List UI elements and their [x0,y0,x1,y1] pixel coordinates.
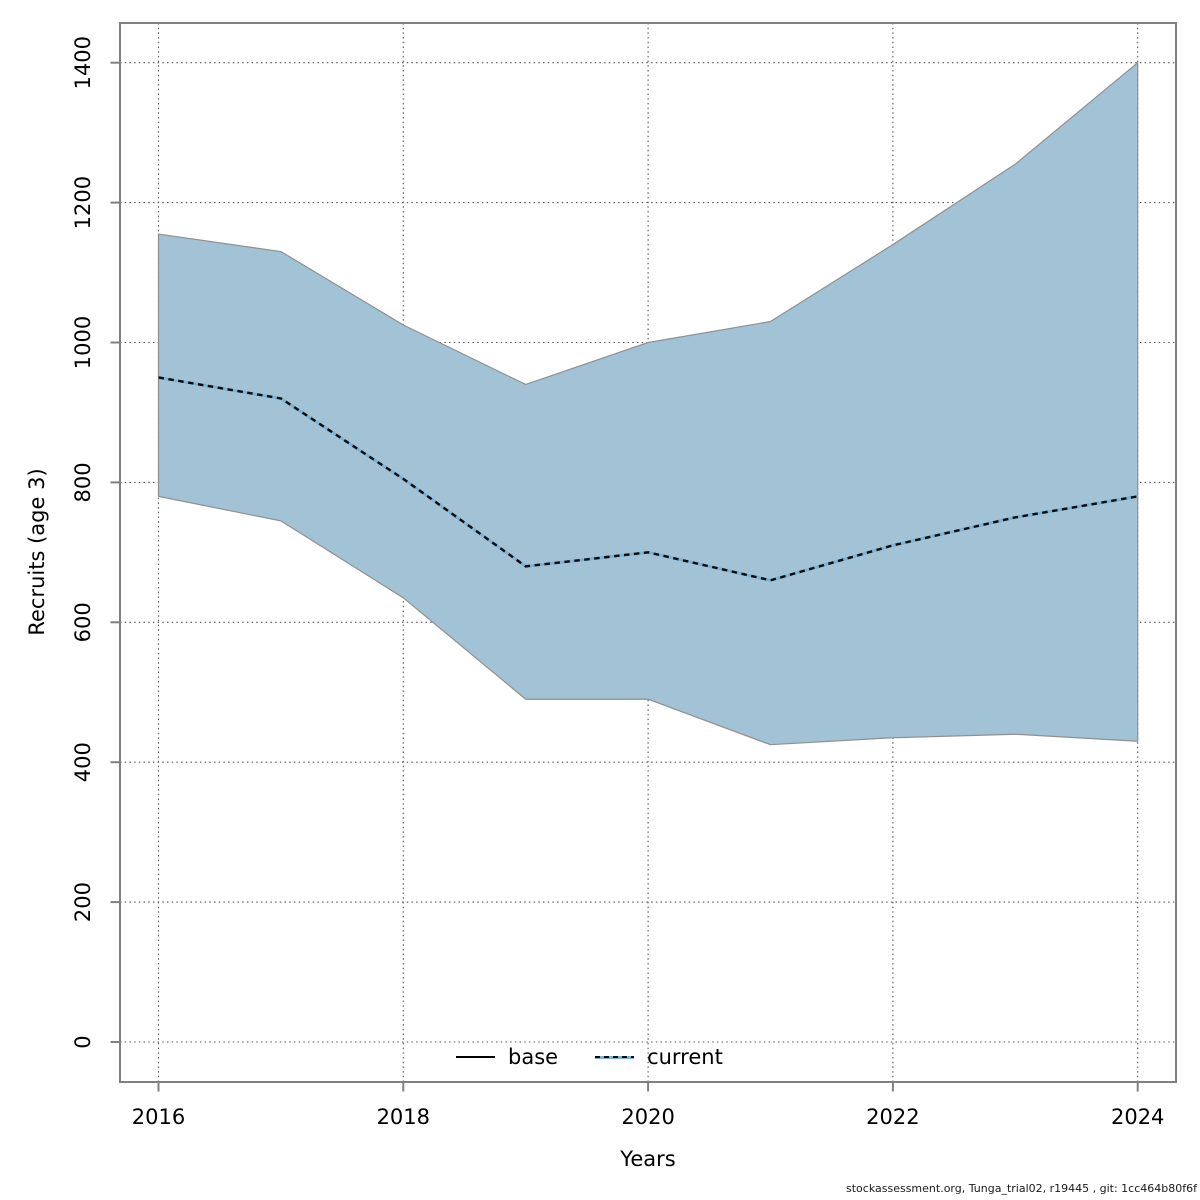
x-tick-label-2016: 2016 [132,1105,185,1129]
y-tick-label-400: 400 [71,742,95,782]
y-tick-label-600: 600 [71,602,95,642]
tick-labels: 0 200 400 600 800 1000 1200 1400 2016 2018 2020 202… [71,36,1164,1129]
legend-current-label: current [647,1045,723,1069]
y-tick-label-800: 800 [71,462,95,502]
axes-frame [110,22,1177,1092]
confidence-band [157,62,1139,746]
x-axis-title: Years [619,1147,675,1171]
y-tick-label-0: 0 [71,1035,95,1048]
y-tick-label-1000: 1000 [71,316,95,369]
y-tick-label-1200: 1200 [71,176,95,229]
chart-data-layer [157,62,1139,746]
x-tick-label-2022: 2022 [866,1105,919,1129]
y-axis-title: Recruits (age 3) [25,468,49,635]
y-tick-label-200: 200 [71,882,95,922]
y-tick-label-1400: 1400 [71,36,95,89]
legend-base-label: base [508,1045,559,1069]
x-tick-label-2020: 2020 [621,1105,674,1129]
chart-legend: base current [456,1044,723,1070]
footer-attribution: stockassessment.org, Tunga_trial02, r194… [846,1182,1197,1195]
x-tick-label-2024: 2024 [1111,1105,1164,1129]
x-tick-label-2018: 2018 [377,1105,430,1129]
legend-current-line-sample [595,1055,635,1059]
current-line [158,376,1138,582]
legend-base-line-sample [456,1056,495,1058]
